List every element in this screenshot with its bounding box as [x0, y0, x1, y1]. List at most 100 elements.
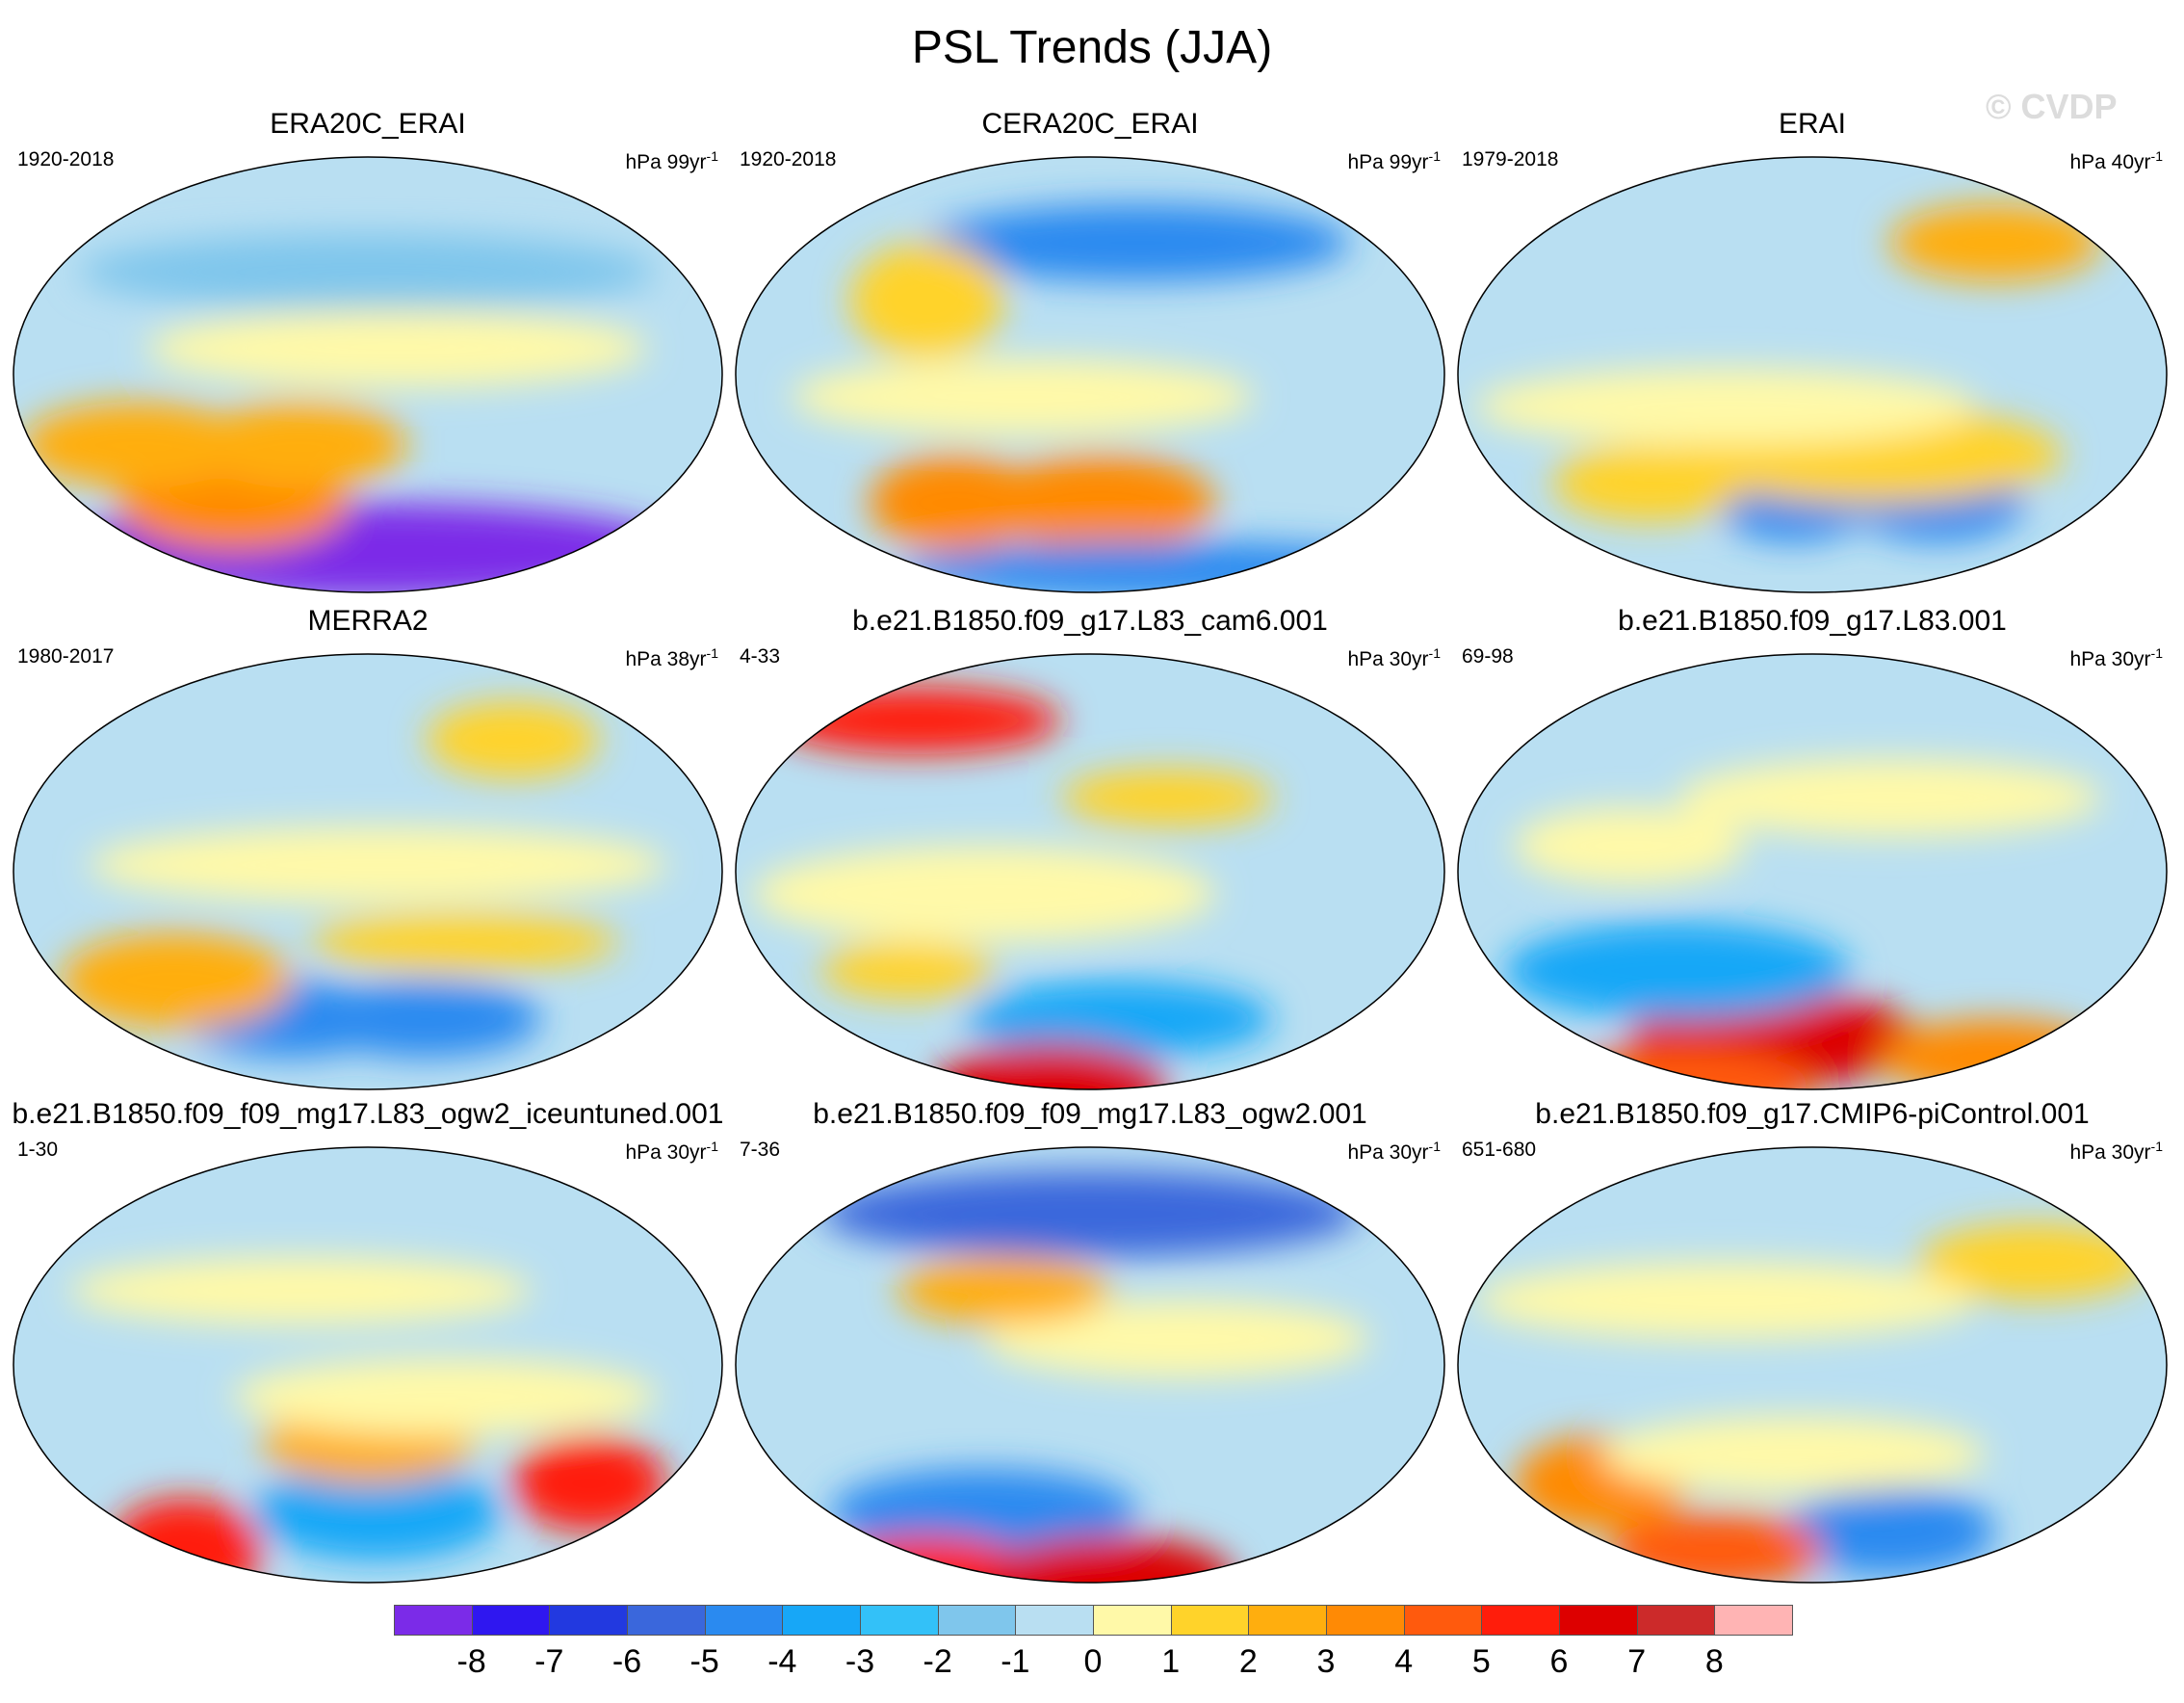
colorbar-box — [1481, 1605, 1560, 1636]
trend-blob — [426, 701, 599, 778]
colorbar-tick-label: 7 — [1627, 1643, 1647, 1680]
units-exponent: -1 — [2150, 1139, 2163, 1154]
trend-blob — [79, 233, 657, 310]
trend-map — [1457, 653, 2168, 1090]
trend-blob — [1504, 923, 1851, 1019]
colorbar-box — [394, 1605, 473, 1636]
colorbar-tick-label: 6 — [1549, 1643, 1569, 1680]
panel-period: 1920-2018 — [740, 148, 837, 170]
panel-title: ERAI — [1778, 108, 1847, 140]
colorbar-tick-label: 4 — [1394, 1643, 1414, 1680]
colorbar-box — [1714, 1605, 1793, 1636]
colorbar-tick-label: 3 — [1316, 1643, 1336, 1680]
map-outline — [735, 653, 1445, 1090]
trend-map — [13, 1146, 723, 1584]
map-outline — [1457, 1146, 2168, 1584]
cvdp-watermark: © CVDP — [1986, 87, 2118, 126]
units-exponent: -1 — [706, 1139, 718, 1154]
colorbar-box — [549, 1605, 628, 1636]
colorbar-box — [1093, 1605, 1172, 1636]
trend-blob — [792, 358, 1254, 435]
units-exponent: -1 — [706, 148, 718, 164]
trend-blob — [1918, 1223, 2149, 1300]
trend-blob — [60, 932, 291, 1029]
colorbar-tick-label: -5 — [689, 1643, 719, 1680]
trend-map — [735, 1146, 1445, 1584]
map-outline — [13, 156, 723, 593]
trend-blob — [772, 687, 1061, 754]
trend-blob — [926, 204, 1350, 281]
trend-blob — [21, 402, 252, 488]
colorbar-tick-label: -2 — [923, 1643, 952, 1680]
colorbar-box — [1636, 1605, 1716, 1636]
colorbar-box — [1170, 1605, 1250, 1636]
panel-title: b.e21.B1850.f09_f09_mg17.L83_ogw2.001 — [813, 1098, 1367, 1130]
trend-blob — [820, 1170, 1360, 1257]
map-outline — [735, 1146, 1445, 1584]
trend-blob — [1783, 1488, 1995, 1575]
panel-title: b.e21.B1850.f09_g17.L83.001 — [1618, 605, 2007, 637]
panel-units: hPa 40yr-1 — [2069, 148, 2163, 174]
panel-title: b.e21.B1850.f09_g17.CMIP6-piControl.001 — [1535, 1098, 2090, 1130]
colorbar-box — [704, 1605, 784, 1636]
units-text: hPa 38yr — [625, 648, 707, 670]
trend-blob — [984, 1300, 1369, 1377]
map-outline — [735, 156, 1445, 593]
colorbar-tick-label: -4 — [767, 1643, 797, 1680]
panel-title: CERA20C_ERAI — [981, 108, 1199, 140]
panel-title: b.e21.B1850.f09_g17.L83_cam6.001 — [852, 605, 1328, 637]
trend-map — [735, 156, 1445, 593]
panel-units: hPa 30yr-1 — [2069, 645, 2163, 671]
colorbar-box — [1403, 1605, 1483, 1636]
colorbar-box — [1326, 1605, 1405, 1636]
figure-title: PSL Trends (JJA) — [911, 22, 1273, 73]
units-text: hPa 99yr — [625, 151, 707, 173]
units-text: hPa 30yr — [625, 1141, 707, 1164]
map-panel: b.e21.B1850.f09_g17.CMIP6-piControl.001 6… — [1456, 1098, 2169, 1585]
map-panel: b.e21.B1850.f09_f09_mg17.L83_ogw2_iceunt… — [12, 1098, 724, 1585]
units-exponent: -1 — [1428, 645, 1441, 661]
panel-units: hPa 99yr-1 — [1347, 148, 1441, 174]
trend-map — [1457, 156, 2168, 593]
colorbar-tick-label: 1 — [1161, 1643, 1181, 1680]
colorbar-tick-label: -6 — [611, 1643, 642, 1680]
panel-units: hPa 30yr-1 — [625, 1139, 718, 1165]
panel-units: hPa 30yr-1 — [1347, 1139, 1441, 1165]
panel-units: hPa 38yr-1 — [625, 645, 718, 671]
units-exponent: -1 — [706, 645, 718, 661]
colorbar-box — [1015, 1605, 1094, 1636]
trend-blob — [753, 846, 1215, 942]
units-text: hPa 30yr — [2069, 1141, 2151, 1164]
units-text: hPa 99yr — [1347, 151, 1429, 173]
trend-blob — [1475, 1262, 1976, 1339]
panel-period: 1980-2017 — [17, 645, 115, 668]
trend-blob — [820, 942, 994, 1000]
map-panel: b.e21.B1850.f09_g17.L83_cam6.001 4-33 hPa … — [734, 605, 1446, 1091]
panel-period: 1920-2018 — [17, 148, 115, 170]
map-outline — [1457, 156, 2168, 593]
panel-units: hPa 30yr-1 — [2069, 1139, 2163, 1165]
trend-blob — [869, 455, 1042, 551]
panel-period: 7-36 — [740, 1139, 781, 1161]
map-panel: b.e21.B1850.f09_f09_mg17.L83_ogw2.001 7-3… — [734, 1098, 1446, 1585]
trend-blob — [1475, 368, 1976, 445]
panel-period: 69-98 — [1462, 645, 1514, 668]
trend-blob — [965, 981, 1273, 1058]
panel-title: b.e21.B1850.f09_f09_mg17.L83_ogw2_iceunt… — [12, 1098, 724, 1130]
colorbar-tick-label: -3 — [845, 1643, 875, 1680]
panel-period: 651-680 — [1462, 1139, 1537, 1161]
trend-blob — [1514, 807, 1745, 884]
map-outline — [13, 653, 723, 1090]
colorbar-tick-label: -7 — [534, 1643, 564, 1680]
colorbar-tick-label: -8 — [456, 1643, 486, 1680]
units-exponent: -1 — [2150, 148, 2163, 164]
trend-blob — [310, 981, 541, 1058]
trend-blob — [1061, 769, 1273, 826]
panel-period: 1-30 — [17, 1139, 59, 1161]
map-panel: ERAI 1979-2018 hPa 40yr-1 — [1456, 108, 2169, 594]
units-text: hPa 30yr — [1347, 1141, 1429, 1164]
colorbar-box — [860, 1605, 939, 1636]
trend-blob — [512, 1435, 666, 1532]
map-panel: CERA20C_ERAI 1920-2018 hPa 99yr-1 — [734, 108, 1446, 594]
trend-blob — [1677, 759, 2101, 836]
